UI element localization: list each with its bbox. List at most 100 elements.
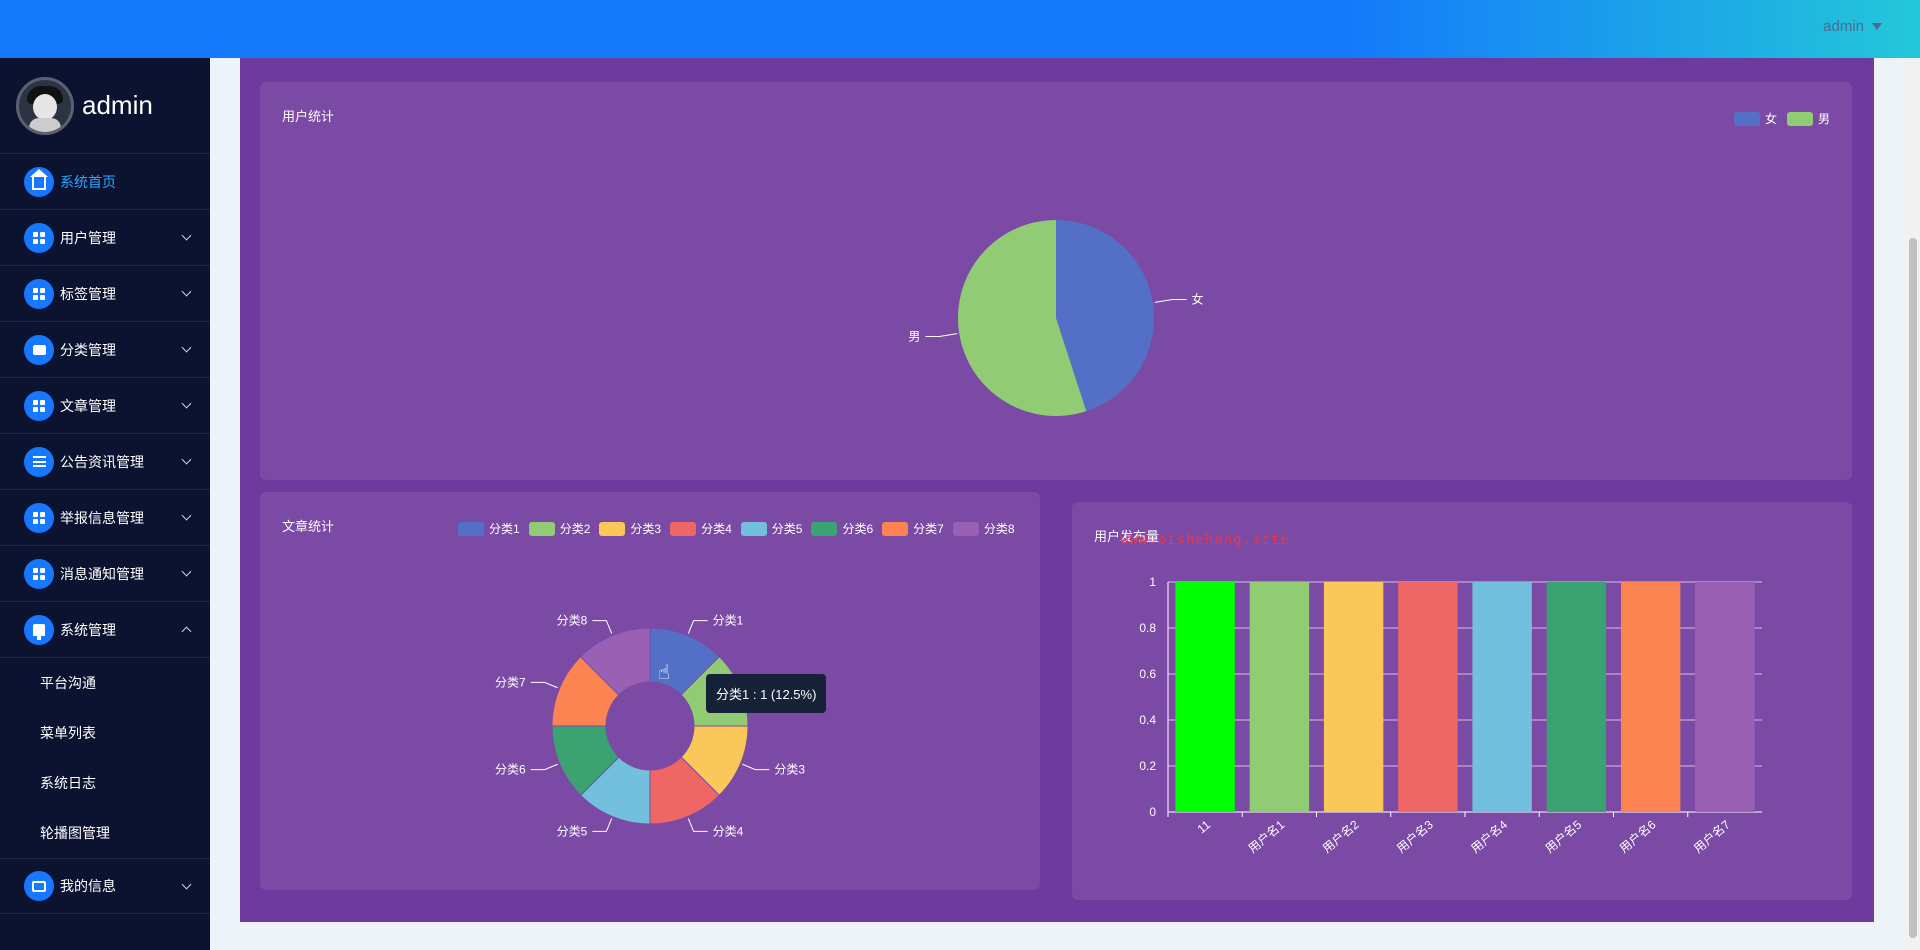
pie-label-line [687, 620, 708, 634]
legend-label: 分类4 [701, 522, 732, 536]
sidebar-item-reports[interactable]: 举报信息管理 [0, 490, 210, 546]
grid-icon [24, 502, 54, 533]
pie-label: 分类6 [495, 763, 526, 777]
sidebar-subitem-carousel[interactable]: 轮播图管理 [40, 825, 110, 841]
bar[interactable] [1546, 582, 1607, 812]
pie-label-line [592, 818, 613, 832]
scrollbar-thumb[interactable] [1909, 238, 1917, 938]
pie-label-line [530, 681, 558, 689]
pin-icon [24, 614, 54, 645]
sidebar-subitem-chat[interactable]: 平台沟通 [40, 675, 96, 691]
article-stats-panel: 文章统计 分类1 分类2 分类3 分类4 分类5 分类6 分类7 分类8 分类1 分类2 分类3 分… [260, 492, 1040, 890]
legend-swatch [952, 521, 979, 536]
sidebar-subitem-system-log[interactable]: 系统日志 [40, 775, 96, 791]
legend-item[interactable]: 女 [1733, 110, 1777, 127]
legend-label: 分类7 [913, 522, 944, 536]
bar[interactable] [1249, 582, 1310, 812]
pie-slice[interactable] [958, 220, 1087, 416]
grid-icon [24, 558, 54, 589]
sidebar-item-label: 分类管理 [60, 341, 116, 358]
chevron-down-icon [181, 454, 192, 465]
sidebar-item-articles[interactable]: 文章管理 [0, 378, 210, 434]
pie-slice[interactable] [1056, 220, 1154, 412]
pie-label-line [592, 620, 613, 634]
sidebar-item-label: 用户管理 [60, 229, 116, 246]
y-tick-label: 1 [1149, 575, 1156, 589]
sidebar-item-categories[interactable]: 分类管理 [0, 322, 210, 378]
sidebar-item-my-info[interactable]: 我的信息 [0, 858, 210, 914]
legend-label: 分类6 [842, 522, 874, 536]
sidebar-item-notifications[interactable]: 消息通知管理 [0, 546, 210, 602]
x-tick-label: 用户名5 [1542, 817, 1585, 856]
sidebar-profile: admin [0, 58, 210, 154]
legend-label: 分类8 [983, 522, 1015, 536]
legend-swatch [599, 521, 626, 536]
sidebar-item-home[interactable]: 系统首页 [0, 154, 210, 210]
sidebar-item-users[interactable]: 用户管理 [0, 210, 210, 266]
legend-item[interactable]: 分类1 [458, 520, 520, 537]
chevron-down-icon [181, 879, 192, 890]
sidebar-subitem-menu-list[interactable]: 菜单列表 [40, 725, 96, 741]
user-menu-label: admin [1823, 18, 1864, 35]
legend-item[interactable]: 分类5 [740, 520, 802, 537]
legend-item[interactable]: 分类8 [952, 520, 1015, 537]
pie-label-line [687, 818, 708, 832]
bar[interactable] [1620, 582, 1681, 812]
pie-label: 分类4 [713, 824, 744, 838]
panel-title: 文章统计 [282, 519, 335, 534]
y-tick-label: 0.2 [1139, 759, 1156, 773]
chevron-down-icon [181, 230, 192, 241]
bar[interactable] [1175, 582, 1235, 812]
legend-label: 分类3 [630, 522, 662, 536]
user-menu[interactable]: admin [1823, 18, 1882, 35]
legend-swatch [528, 521, 555, 536]
scrollbar[interactable] [1906, 58, 1920, 950]
legend-swatch [458, 521, 484, 536]
grid-icon [24, 278, 54, 309]
sidebar-item-tags[interactable]: 标签管理 [0, 266, 210, 322]
sidebar-item-label: 消息通知管理 [60, 565, 144, 582]
bar[interactable] [1695, 582, 1755, 812]
pie-label: 分类8 [557, 614, 588, 628]
sidebar-item-system[interactable]: 系统管理 [0, 602, 210, 658]
x-tick-label: 用户名1 [1245, 817, 1288, 856]
pie-label-line [530, 763, 558, 771]
legend-item[interactable]: 分类7 [882, 520, 944, 537]
legend-item[interactable]: 分类2 [528, 520, 591, 537]
legend-item[interactable]: 男 [1786, 110, 1830, 127]
y-tick-label: 0.8 [1139, 621, 1156, 635]
legend-swatch [882, 521, 909, 536]
watermark-text: www.bishehang.site [1120, 532, 1290, 548]
caret-down-icon [1872, 23, 1882, 30]
profile-name: admin [82, 90, 153, 120]
user-stats-panel: 用户统计 女男 女男 [260, 82, 1852, 480]
hand-cursor-icon: ☝ [658, 662, 671, 684]
legend-item[interactable]: 分类4 [670, 520, 732, 537]
pie-label: 分类1 [713, 614, 744, 628]
chat-icon [24, 334, 54, 365]
legend-item[interactable]: 分类3 [599, 520, 661, 537]
bar[interactable] [1323, 582, 1384, 812]
legend-label: 女 [1764, 112, 1777, 126]
sidebar-item-label: 举报信息管理 [60, 509, 144, 526]
top-bar: admin [0, 0, 1920, 58]
pie-label: 分类7 [495, 675, 526, 689]
user-stats-pie-chart: 女男 [908, 220, 1204, 416]
y-tick-label: 0.4 [1139, 713, 1156, 727]
sidebar-item-label: 文章管理 [60, 397, 116, 414]
x-tick-label: 用户名2 [1319, 817, 1362, 856]
card-icon [24, 871, 54, 901]
bar[interactable] [1398, 582, 1458, 812]
legend-item[interactable]: 分类6 [811, 520, 873, 537]
sidebar-item-label: 标签管理 [60, 285, 116, 302]
pie-slice[interactable] [579, 627, 651, 696]
legend-label: 分类1 [489, 522, 520, 536]
chevron-up-icon [181, 626, 192, 637]
bar[interactable] [1472, 582, 1532, 812]
legend-label: 分类2 [559, 522, 591, 536]
list-icon [24, 446, 54, 477]
chart-tooltip: 分类1 : 1 (12.5%) [706, 674, 827, 713]
sidebar-item-announcements[interactable]: 公告资讯管理 [0, 434, 210, 490]
home-icon [24, 166, 54, 197]
